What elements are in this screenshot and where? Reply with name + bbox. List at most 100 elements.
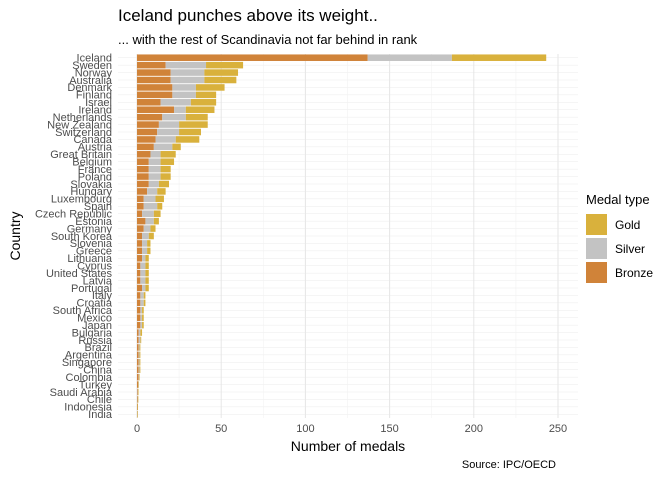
bar-silver-finland [172, 91, 196, 99]
bar-bronze-slovenia [137, 240, 143, 247]
bar-silver-great-britain [150, 151, 161, 158]
bar-silver-colombia [138, 373, 140, 381]
y-tick-label: Austria [78, 142, 113, 154]
x-tick-label: 50 [215, 423, 227, 435]
bar-silver-united-states [140, 269, 146, 277]
legend-swatch-bronze [586, 262, 607, 283]
bar-gold-hungary [157, 188, 166, 195]
bar-gold-great-britain [160, 151, 176, 158]
bar-silver-norway [170, 69, 205, 76]
bar-gold-united-states [145, 269, 149, 277]
bar-bronze-israel [137, 99, 161, 106]
bar-silver-iceland [367, 54, 452, 61]
y-tick-label: Spain [84, 201, 112, 213]
bar-silver-chile [137, 396, 139, 403]
bar-bronze-colombia [137, 373, 139, 381]
bar-bronze-iceland [137, 54, 368, 61]
y-tick-label: South Korea [51, 231, 113, 243]
bar-silver-luxembourg [143, 195, 156, 203]
bar-silver-poland [148, 173, 161, 180]
legend-label-gold: Gold [615, 217, 641, 232]
bar-bronze-finland [137, 91, 173, 99]
y-tick-label: Bulgaria [72, 327, 113, 339]
bar-bronze-estonia [137, 217, 146, 225]
bar-silver-estonia [145, 217, 154, 225]
bar-bronze-south-korea [137, 232, 143, 240]
bar-silver-new-zealand [158, 121, 180, 128]
y-tick-label: Singapore [62, 357, 112, 369]
chart-caption: Source: IPC/OECD [461, 459, 556, 471]
bar-gold-singapore [139, 359, 141, 366]
y-tick-label: Denmark [67, 82, 112, 94]
bar-silver-argentina [138, 351, 140, 359]
y-tick-label: Turkey [79, 379, 113, 391]
bar-gold-australia [204, 76, 237, 84]
legend: Medal type Gold Silver Bronze [586, 192, 653, 285]
bar-silver-czech-republic [142, 210, 154, 217]
bar-bronze-saudi-arabia [137, 388, 138, 396]
bar-gold-argentina [139, 351, 141, 359]
bar-silver-sweden [165, 61, 207, 69]
bar-gold-luxembourg [155, 195, 164, 203]
y-tick-label: Australia [69, 75, 113, 87]
bar-bronze-mexico [137, 314, 141, 321]
bar-bronze-canada [137, 136, 156, 143]
bar-gold-netherlands [185, 113, 208, 121]
y-tick-label: Colombia [66, 372, 113, 384]
bar-bronze-denmark [137, 84, 173, 91]
y-tick-label: Brazil [84, 342, 112, 354]
x-tick-label: 0 [134, 423, 140, 435]
bar-silver-bulgaria [138, 329, 141, 336]
bar-gold-austria [172, 143, 181, 151]
bar-silver-lithuania [142, 255, 146, 262]
bar-bronze-australia [137, 76, 171, 84]
bar-silver-germany [143, 225, 151, 232]
bar-bronze-great-britain [137, 151, 151, 158]
bar-bronze-czech-republic [137, 210, 143, 217]
y-axis-title: Country [7, 211, 23, 260]
bar-bronze-bulgaria [137, 329, 139, 336]
y-tick-label: Canada [73, 134, 112, 146]
bar-silver-switzerland [157, 128, 180, 136]
bar-bronze-cyprus [137, 262, 141, 269]
bar-bronze-russia [137, 336, 139, 344]
legend-label-silver: Silver [615, 241, 646, 256]
bar-gold-cyprus [145, 262, 149, 269]
bar-bronze-poland [137, 173, 149, 180]
y-tick-label: Estonia [75, 216, 113, 228]
y-tick-label: Switzerland [55, 127, 112, 139]
y-tick-label: Great Britain [50, 149, 112, 161]
legend-item-silver: Silver [586, 237, 653, 260]
bar-gold-germany [150, 225, 156, 232]
bar-gold-croatia [143, 299, 146, 307]
bar-silver-france [148, 165, 161, 173]
bar-gold-canada [175, 136, 200, 143]
bar-bronze-new-zealand [137, 121, 159, 128]
bar-gold-france [160, 165, 171, 173]
bar-gold-chile [137, 396, 139, 403]
bar-silver-china [138, 366, 140, 373]
bar-silver-austria [153, 143, 173, 151]
bar-gold-finland [195, 91, 217, 99]
y-tick-label: United States [46, 268, 113, 280]
bar-silver-australia [170, 76, 205, 84]
bar-bronze-italy [137, 292, 141, 299]
bar-bronze-chile [137, 396, 138, 403]
y-tick-label: India [88, 409, 113, 421]
chart-title: Iceland punches above its weight.. [118, 6, 378, 25]
bar-bronze-portugal [137, 284, 143, 292]
y-tick-label: Germany [67, 223, 113, 235]
x-tick-label: 150 [380, 423, 398, 435]
bar-gold-switzerland [179, 128, 201, 136]
bar-bronze-united-states [137, 269, 141, 277]
bar-gold-spain [157, 203, 163, 210]
bar-silver-netherlands [162, 113, 186, 121]
y-tick-label: Japan [82, 320, 112, 332]
bar-bronze-lithuania [137, 255, 143, 262]
bar-silver-south-korea [142, 232, 149, 240]
bar-bronze-turkey [137, 381, 139, 388]
bar-gold-bulgaria [140, 329, 143, 336]
bar-gold-brazil [139, 344, 141, 351]
y-tick-label: Lithuania [67, 253, 113, 265]
